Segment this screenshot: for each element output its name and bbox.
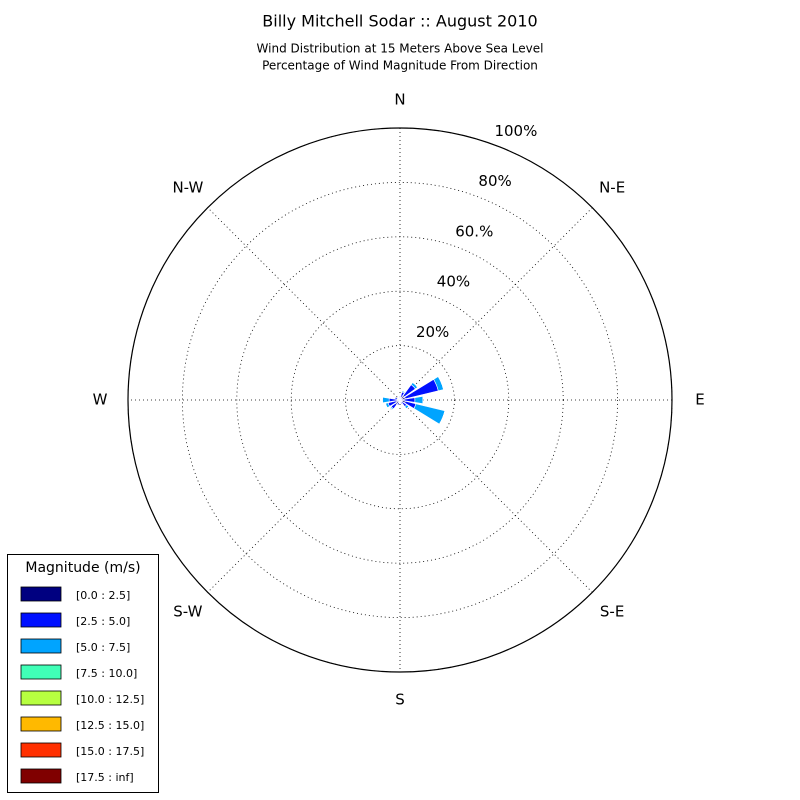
wedge bbox=[394, 397, 396, 399]
legend-swatch bbox=[20, 586, 62, 602]
legend-swatch bbox=[20, 612, 62, 628]
r-tick-label: 40% bbox=[437, 273, 470, 291]
legend-swatch bbox=[20, 690, 62, 706]
legend-label: [17.5 : inf] bbox=[76, 771, 134, 784]
direction-label: N-W bbox=[172, 178, 203, 196]
legend-swatch bbox=[20, 716, 62, 732]
r-tick-label: 80% bbox=[478, 172, 511, 190]
legend-label: [15.0 : 17.5] bbox=[76, 745, 144, 758]
chart-subtitle: Percentage of Wind Magnitude From Direct… bbox=[262, 59, 538, 73]
chart-subtitle: Wind Distribution at 15 Meters Above Sea… bbox=[257, 42, 544, 56]
wedge bbox=[402, 390, 406, 393]
direction-label: S-W bbox=[173, 603, 202, 621]
legend-label: [2.5 : 5.0] bbox=[76, 615, 130, 628]
r-tick-label: 20% bbox=[416, 323, 449, 341]
legend-title: Magnitude (m/s) bbox=[25, 560, 140, 576]
legend-label: [10.0 : 12.5] bbox=[76, 693, 144, 706]
direction-label: S-E bbox=[600, 603, 624, 621]
legend-label: [0.0 : 2.5] bbox=[76, 589, 130, 602]
direction-label: N bbox=[394, 91, 405, 109]
chart-title: Billy Mitchell Sodar :: August 2010 bbox=[262, 12, 537, 31]
legend-swatch bbox=[20, 664, 62, 680]
legend-swatch bbox=[20, 638, 62, 654]
direction-label: N-E bbox=[599, 178, 625, 196]
grid-circle bbox=[290, 290, 510, 510]
r-tick-label: 60.% bbox=[455, 222, 493, 240]
grid-circle bbox=[181, 181, 619, 619]
direction-label: E bbox=[695, 391, 704, 409]
wedge bbox=[414, 396, 424, 404]
direction-label: W bbox=[93, 391, 108, 409]
wedge bbox=[382, 396, 390, 404]
legend-label: [7.5 : 10.0] bbox=[76, 667, 137, 680]
grid-circle bbox=[345, 345, 455, 455]
legend-label: [12.5 : 15.0] bbox=[76, 719, 144, 732]
wedge bbox=[397, 404, 399, 406]
wedge bbox=[439, 410, 446, 425]
legend-swatch bbox=[20, 742, 62, 758]
r-tick-label: 100% bbox=[494, 122, 537, 140]
legend-swatch bbox=[20, 768, 62, 784]
legend-label: [5.0 : 7.5] bbox=[76, 641, 130, 654]
direction-label: S bbox=[395, 691, 405, 709]
